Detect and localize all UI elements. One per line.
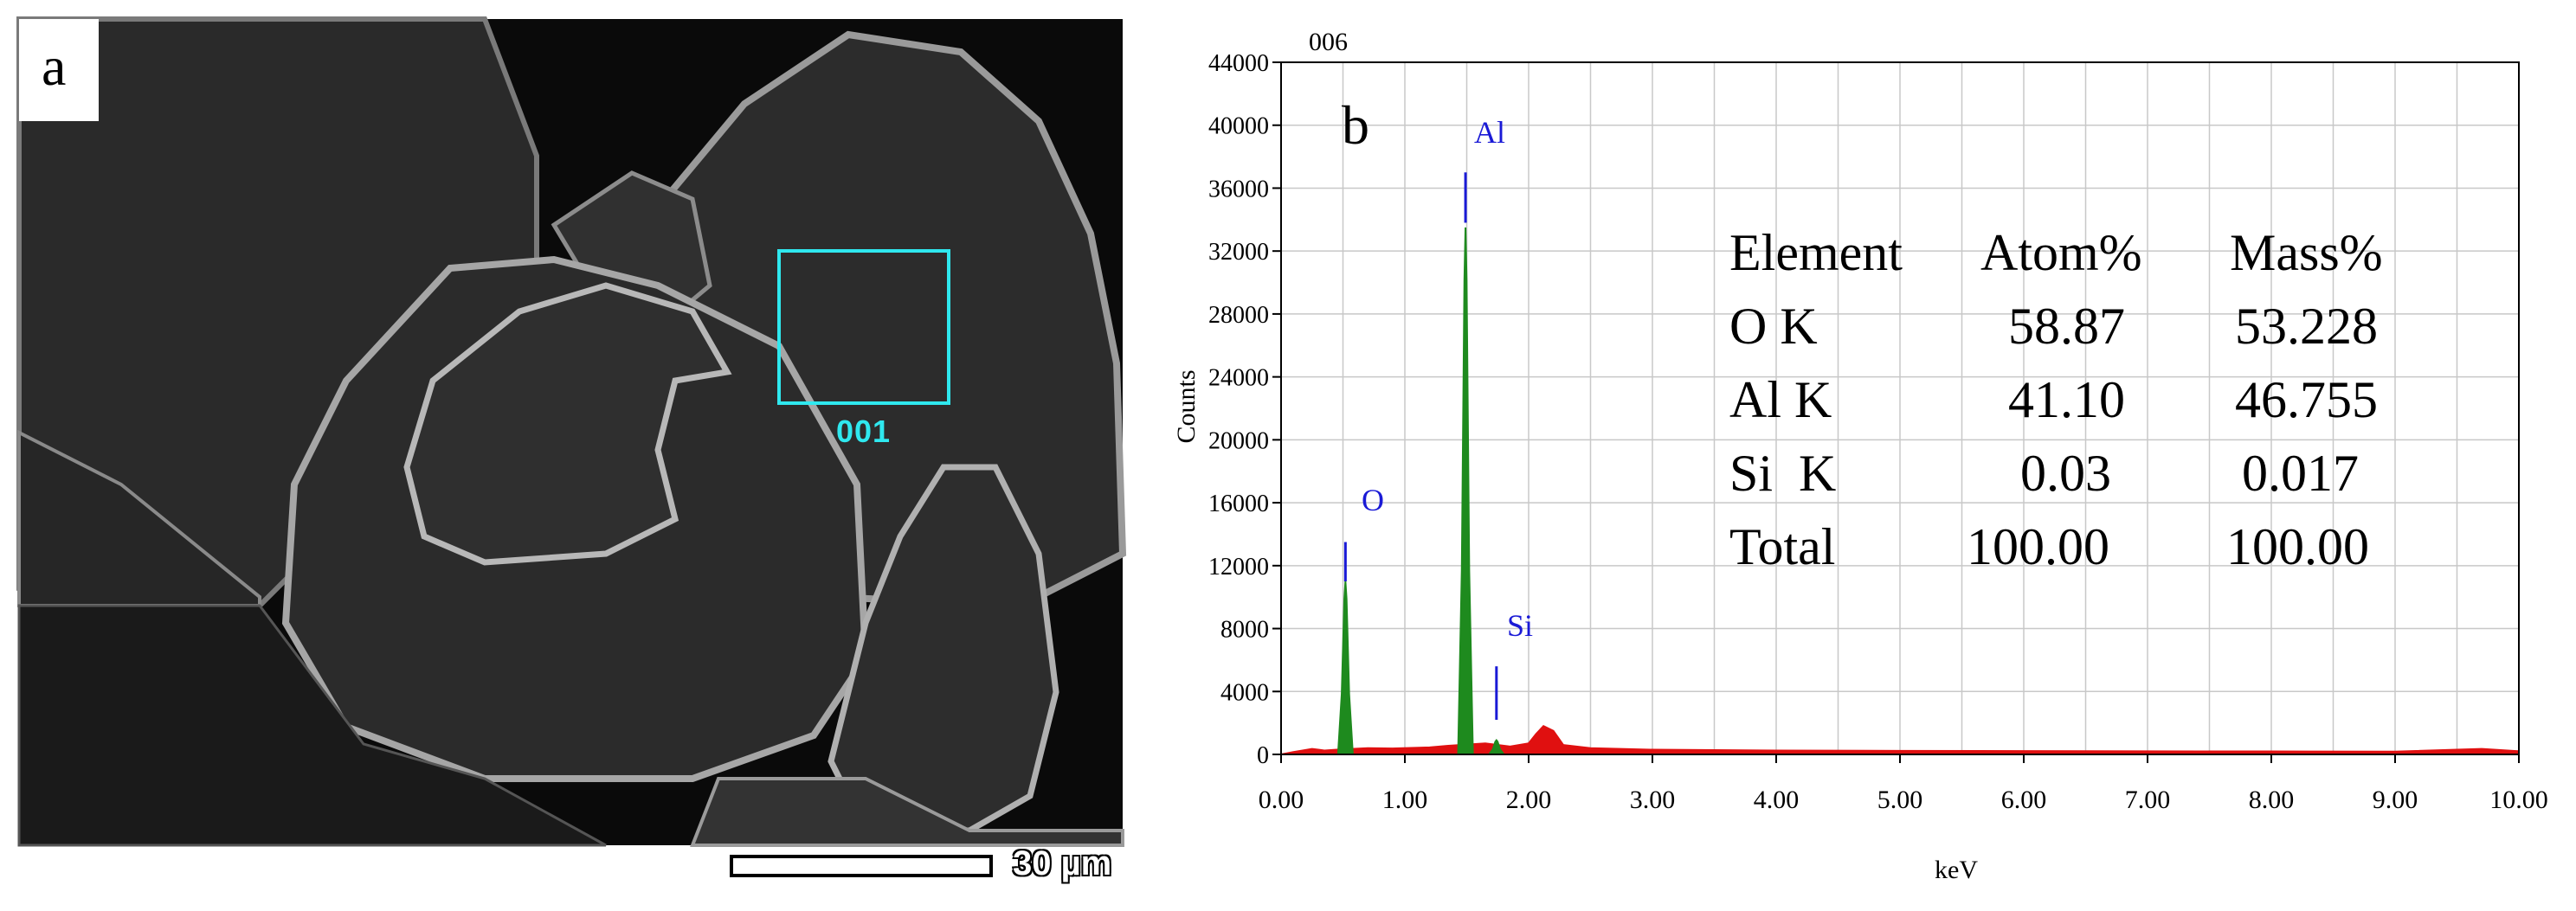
quant-header-element: Element [1729,224,1903,281]
y-tick-label: 12000 [1208,554,1269,581]
x-axis-title: keV [1935,856,1978,884]
x-tick-label: 2.00 [1506,786,1552,814]
y-tick-label: 24000 [1208,365,1269,392]
roi-box [777,249,950,405]
eds-spectrum-panel: 0 4000 8000 12000 16000 20000 24000 28000 32000 3… [1143,0,2576,911]
quant-row-total-mass: 100.00 [2226,518,2369,575]
x-tick-label: 6.00 [2001,786,2047,814]
sem-image-panel: a 001 30 µm [0,0,1143,911]
quant-row-si-atom: 0.03 [2020,445,2111,502]
spectrum-id: 006 [1309,28,1348,56]
y-tick-label: 32000 [1208,239,1269,266]
x-tick-label: 7.00 [2125,786,2171,814]
y-tick-label: 28000 [1208,302,1269,329]
panel-letter-b: b [1342,94,1369,156]
y-tick-labels: 0 4000 8000 12000 16000 20000 24000 28000 32000 3… [1208,50,1281,769]
quant-row-total-element: Total [1729,518,1835,575]
peak-o [1336,581,1355,755]
x-tick-label: 10.00 [2489,786,2548,814]
peak-al [1457,227,1474,755]
y-tick-label: 4000 [1220,679,1269,706]
quant-row-si-mass: 0.017 [2242,445,2359,502]
quant-row-o-mass: 53.228 [2235,298,2378,355]
y-tick-label: 0 [1257,742,1269,769]
panel-letter-a: a [42,35,67,97]
y-tick-label: 16000 [1208,491,1269,517]
quant-row-si-element: Si K [1729,445,1836,502]
y-tick-label: 8000 [1220,617,1269,644]
y-tick-label: 40000 [1208,113,1269,140]
sem-micrograph [16,16,1127,877]
x-tick-label: 1.00 [1382,786,1428,814]
x-tick-label: 8.00 [2249,786,2295,814]
quant-row-total-atom: 100.00 [1967,518,2109,575]
x-tick-labels: 0.00 1.00 2.00 3.00 4.00 5.00 6.00 7.00 8.00 9.00… [1259,754,2548,814]
quant-row-al-element: Al K [1729,371,1832,428]
y-tick-label: 36000 [1208,176,1269,202]
quant-header-mass: Mass% [2230,224,2383,281]
peak-series [1336,227,1506,755]
x-tick-label: 9.00 [2373,786,2418,814]
scale-bar [730,855,993,877]
quant-row-al-mass: 46.755 [2235,371,2378,428]
y-tick-label: 44000 [1208,50,1269,77]
x-tick-label: 4.00 [1754,786,1800,814]
quant-row-al-atom: 41.10 [2008,371,2125,428]
peak-label-o: O [1362,483,1384,517]
x-tick-label: 3.00 [1630,786,1676,814]
quant-row-o-element: O K [1729,298,1818,355]
y-axis-title: Counts [1172,369,1201,443]
scale-bar-label: 30 µm [1013,844,1112,882]
quant-table: Element Atom% Mass% O K 58.87 53.228 Al … [1729,224,2383,575]
eds-spectrum-chart: 0 4000 8000 12000 16000 20000 24000 28000 32000 3… [1172,28,2548,884]
y-tick-label: 20000 [1208,427,1269,454]
x-tick-label: 5.00 [1877,786,1923,814]
peak-label-al: Al [1474,115,1505,150]
peak-markers [1343,172,1498,720]
quant-header-atom: Atom% [1980,224,2142,281]
x-tick-label: 0.00 [1259,786,1304,814]
quant-row-o-atom: 58.87 [2008,298,2125,355]
roi-label: 001 [836,414,892,449]
peak-label-si: Si [1507,608,1533,643]
